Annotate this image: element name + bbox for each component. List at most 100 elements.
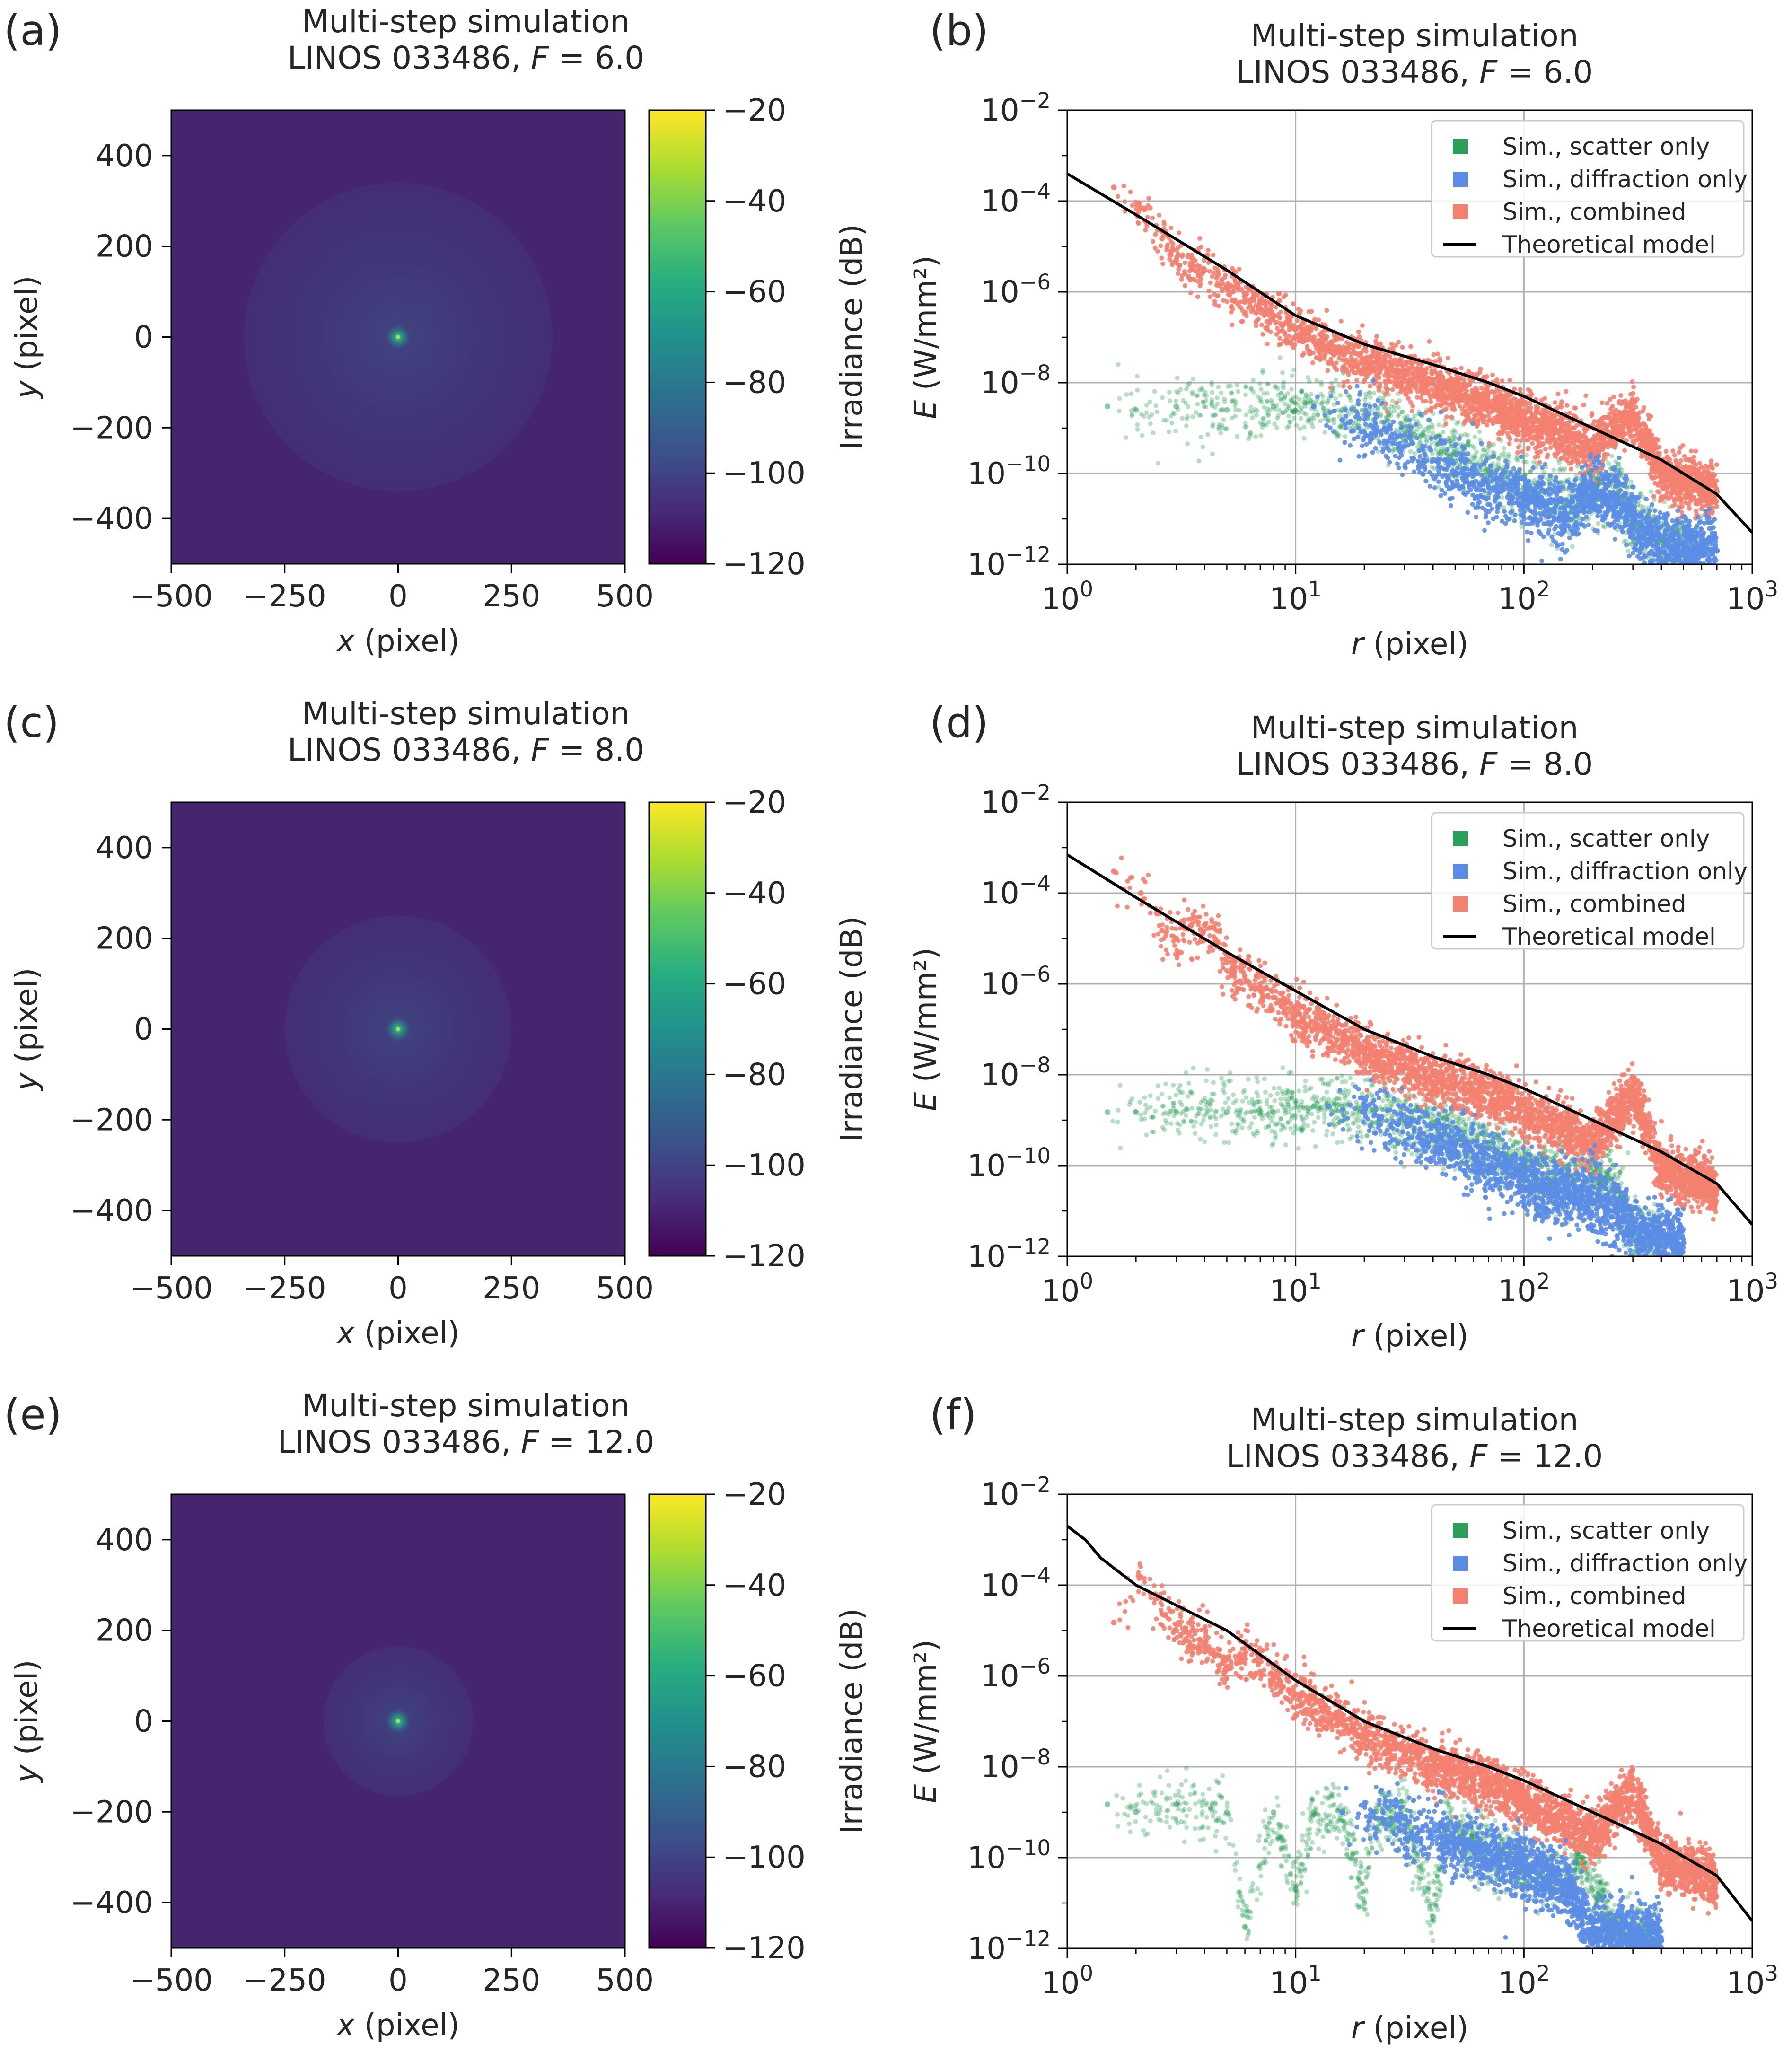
cloud-point: [1423, 398, 1429, 403]
cloud-point: [1650, 442, 1655, 447]
cloud-point: [1214, 283, 1219, 288]
cloud-point: [1660, 575, 1665, 579]
cloud-point: [1265, 406, 1270, 412]
cloud-point: [1393, 342, 1398, 348]
cloud-point: [1298, 416, 1303, 421]
cloud-point: [1281, 379, 1286, 385]
cloud-point: [1149, 412, 1154, 417]
cloud-point: [1373, 342, 1379, 347]
cloud-point: [1508, 408, 1513, 413]
cloud-point: [1397, 421, 1403, 426]
cloud-point: [1528, 401, 1533, 406]
cloud-point: [1483, 399, 1488, 404]
cloud-point: [1341, 384, 1346, 389]
cloud-point: [1301, 424, 1307, 430]
cloud-point: [1338, 318, 1344, 324]
cloud-point: [1688, 448, 1694, 454]
cloud-point: [1152, 246, 1158, 251]
cloud-point: [1148, 421, 1153, 427]
cloud-point: [1175, 376, 1180, 381]
cloud-point: [1203, 398, 1209, 403]
cloud-point: [1533, 411, 1538, 416]
cloud-point: [1355, 343, 1361, 348]
cloud-point: [1221, 298, 1226, 303]
cloud-point: [1482, 413, 1487, 419]
cloud-point: [1478, 468, 1484, 473]
cloud-point: [1557, 460, 1562, 465]
cloud-point: [1438, 447, 1443, 452]
cloud-point: [1596, 444, 1601, 449]
cloud-point: [1384, 367, 1389, 372]
cloud-point: [1268, 397, 1274, 403]
cloud-point: [1714, 486, 1719, 491]
cloud-point: [1478, 401, 1484, 406]
cloud-point: [1400, 375, 1405, 380]
cloud-point: [1436, 422, 1441, 428]
cloud-point: [1422, 433, 1427, 438]
cloud-point: [1666, 577, 1670, 582]
cloud-point: [1388, 410, 1393, 415]
cloud-point: [1652, 513, 1657, 518]
cloud-point: [1307, 351, 1312, 356]
cloud-point: [1640, 409, 1645, 414]
cloud-point: [1493, 401, 1498, 406]
cloud-point: [1465, 443, 1470, 448]
cloud-point: [1515, 458, 1520, 463]
cloud-point: [1153, 232, 1158, 237]
cloud-point: [1274, 425, 1280, 430]
cloud-point: [1192, 277, 1197, 282]
cloud-point: [1254, 310, 1259, 316]
cloud-point: [1440, 376, 1445, 381]
cloud-point: [1178, 243, 1183, 248]
cloud-point: [1415, 445, 1420, 450]
y-tick-label: −400: [70, 501, 153, 536]
cloud-point: [1319, 333, 1324, 338]
cloud-point: [1524, 459, 1529, 465]
cloud-point: [1243, 424, 1248, 430]
cloud-point: [1237, 304, 1242, 309]
cloud-point: [1318, 380, 1324, 385]
cloud-point: [1294, 423, 1299, 428]
y-tick-label: 0: [134, 320, 153, 355]
cloud-point: [1663, 478, 1668, 483]
cloud-point: [1686, 577, 1690, 582]
cloud-point: [1420, 430, 1425, 435]
cloud-point: [1278, 329, 1283, 334]
cloud-point: [1530, 423, 1535, 428]
cloud-point: [1396, 340, 1401, 345]
cloud-point: [1363, 395, 1369, 400]
cloud-point: [1531, 419, 1537, 424]
cloud-point: [1230, 398, 1235, 403]
cloud-point: [1216, 426, 1221, 431]
cloud-point: [1318, 419, 1323, 424]
cloud-point: [1255, 408, 1260, 413]
cloud-point: [1183, 260, 1188, 265]
cloud-point: [1490, 421, 1495, 426]
cloud-point: [1490, 372, 1495, 377]
cloud-point: [1274, 325, 1280, 331]
cloud-point: [1545, 455, 1550, 460]
cloud-point: [1239, 287, 1244, 292]
cloud-point: [1344, 357, 1349, 362]
cloud-point: [1246, 286, 1251, 291]
cloud-point: [1180, 416, 1185, 421]
cloud-point: [1449, 444, 1454, 449]
cloud-point: [1602, 525, 1607, 530]
cloud-point: [1335, 408, 1341, 413]
cloud-point: [1445, 355, 1450, 360]
cloud-point: [1296, 410, 1301, 415]
cloud-point: [1429, 387, 1434, 392]
cloud-point: [1274, 332, 1279, 337]
cloud-point: [1481, 420, 1486, 425]
cloud-point: [1346, 372, 1351, 377]
cloud-point: [1326, 418, 1331, 423]
cloud-point: [1301, 400, 1306, 405]
cloud-point: [1622, 448, 1627, 453]
cloud-point: [1251, 377, 1256, 383]
cloud-point: [1218, 407, 1223, 412]
cloud-point: [1467, 397, 1473, 403]
cloud-point: [1206, 288, 1212, 293]
cloud-point: [1201, 270, 1206, 275]
cloud-point: [1630, 379, 1635, 384]
cloud-point: [1264, 399, 1269, 404]
